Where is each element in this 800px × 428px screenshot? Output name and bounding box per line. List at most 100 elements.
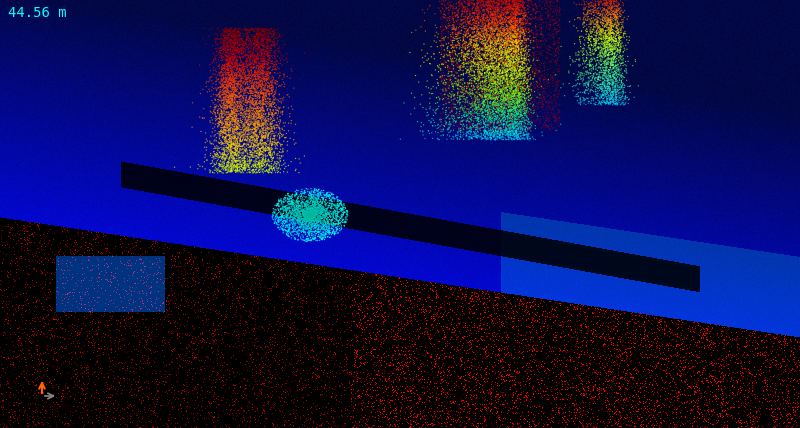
Point [471, 61, 484, 68]
Point [222, 42, 235, 49]
Point [498, 45, 511, 52]
Point [611, 68, 624, 74]
Point [239, 98, 252, 104]
Point [458, 0, 471, 6]
Point [484, 95, 497, 102]
Point [485, 28, 498, 35]
Point [298, 211, 311, 218]
Point [231, 101, 244, 107]
Point [610, 101, 622, 108]
Point [590, 39, 602, 46]
Point [497, 62, 510, 68]
Point [186, 99, 199, 106]
Point [311, 214, 324, 220]
Point [218, 51, 231, 58]
Point [218, 104, 231, 110]
Point [466, 75, 478, 82]
Point [434, 116, 446, 123]
Point [235, 82, 248, 89]
Point [488, 21, 501, 28]
Point [210, 153, 223, 160]
Point [224, 88, 237, 95]
Point [481, 29, 494, 36]
Point [592, 45, 605, 52]
Point [214, 168, 226, 175]
Point [599, 48, 612, 54]
Point [534, 65, 546, 72]
Point [231, 28, 244, 35]
Point [255, 36, 268, 43]
Point [474, 68, 486, 75]
Point [504, 112, 517, 119]
Point [240, 74, 253, 80]
Point [450, 5, 462, 12]
Point [498, 130, 510, 137]
Point [594, 0, 606, 5]
Point [494, 97, 506, 104]
Point [248, 122, 261, 128]
Point [476, 15, 489, 22]
Point [489, 64, 502, 71]
Point [534, 82, 547, 89]
Point [294, 205, 307, 212]
Point [317, 208, 330, 215]
Point [599, 84, 612, 91]
Point [491, 63, 504, 70]
Point [602, 51, 615, 58]
Point [494, 76, 506, 83]
Point [231, 53, 244, 60]
Point [497, 28, 510, 35]
Point [442, 101, 454, 107]
Point [250, 81, 262, 88]
Point [218, 43, 231, 50]
Point [516, 73, 529, 80]
Point [503, 103, 516, 110]
Point [495, 56, 508, 62]
Point [502, 53, 514, 59]
Point [214, 157, 227, 164]
Point [549, 26, 562, 33]
Point [338, 209, 351, 216]
Point [495, 12, 508, 19]
Point [253, 32, 266, 39]
Point [617, 80, 630, 87]
Point [522, 93, 534, 100]
Point [198, 105, 210, 112]
Point [503, 65, 516, 71]
Point [285, 203, 298, 210]
Point [494, 27, 507, 34]
Point [244, 75, 257, 82]
Point [518, 51, 531, 58]
Point [227, 131, 240, 137]
Point [459, 33, 472, 40]
Point [516, 29, 529, 36]
Point [510, 49, 522, 56]
Point [492, 6, 505, 13]
Point [266, 124, 278, 131]
Point [206, 116, 218, 123]
Point [500, 71, 513, 78]
Point [606, 88, 619, 95]
Point [242, 125, 255, 132]
Point [469, 97, 482, 104]
Point [257, 64, 270, 71]
Point [554, 0, 566, 6]
Point [218, 88, 230, 95]
Point [226, 152, 239, 159]
Point [310, 212, 322, 219]
Point [606, 84, 618, 91]
Point [471, 96, 484, 103]
Point [448, 113, 461, 120]
Point [503, 15, 516, 22]
Point [596, 69, 609, 76]
Point [247, 26, 260, 33]
Point [498, 94, 510, 101]
Point [492, 106, 505, 113]
Point [243, 83, 256, 90]
Point [518, 67, 530, 74]
Point [210, 41, 223, 48]
Point [282, 205, 295, 212]
Point [510, 72, 523, 79]
Point [262, 41, 274, 48]
Point [499, 26, 512, 33]
